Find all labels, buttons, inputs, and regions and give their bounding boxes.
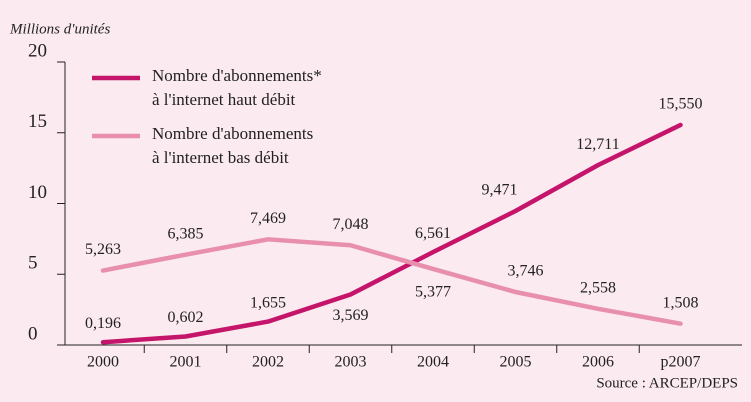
x-tick-label: 2000 (87, 354, 119, 371)
data-label: 7,048 (333, 216, 369, 233)
y-tick-label: 0 (28, 323, 38, 344)
data-label: 5,263 (85, 241, 121, 258)
data-label: 15,550 (659, 96, 703, 113)
data-label: 2,558 (580, 279, 616, 296)
legend-entry: Nombre d'abonnements à l'internet bas dé… (152, 124, 314, 167)
x-tick-label: 2004 (417, 354, 449, 371)
y-tick-label: 15 (28, 111, 47, 132)
data-label: 9,471 (482, 182, 518, 199)
x-tick-label: 2005 (500, 354, 532, 371)
x-tick-label: p2007 (661, 354, 701, 371)
x-tick-label: 2006 (582, 354, 614, 371)
y-axis-label: Millions d'unités (9, 21, 110, 37)
data-label: 0,196 (85, 315, 121, 332)
data-label: 6,561 (415, 225, 451, 242)
x-tick-label: 2003 (335, 354, 367, 371)
data-label: 3,569 (333, 307, 369, 324)
data-label: 12,711 (576, 136, 619, 153)
data-label: 5,377 (415, 284, 451, 301)
line-series (100, 122, 683, 345)
line-series (100, 237, 683, 326)
y-tick-label: 5 (28, 253, 38, 274)
data-label: 0,602 (168, 309, 204, 326)
data-label: 6,385 (168, 225, 204, 242)
source: Source : ARCEP/DEPS (596, 375, 738, 391)
legend-entry: Nombre d'abonnements* à l'internet haut … (152, 66, 322, 109)
y-tick-label: 10 (28, 182, 47, 203)
x-tick-label: 2001 (170, 354, 202, 371)
x-tick-label: 2002 (252, 354, 284, 371)
y-tick-label: 20 (28, 40, 47, 61)
data-label: 1,655 (250, 294, 286, 311)
data-label: 7,469 (250, 210, 286, 227)
data-label: 3,746 (508, 263, 544, 280)
data-label: 1,508 (663, 294, 699, 311)
